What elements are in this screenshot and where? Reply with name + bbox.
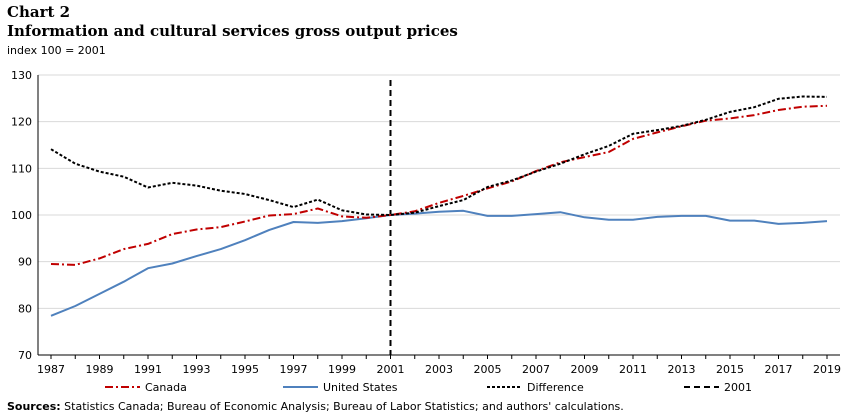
series-line-difference	[50, 95, 828, 216]
x-tick-label-2009: 2009	[571, 363, 599, 376]
series-line-canada	[50, 104, 828, 266]
chart-subtitle: index 100 = 2001	[7, 44, 106, 57]
y-tick-label-120: 120	[11, 116, 32, 129]
sources-text: Statistics Canada; Bureau of Economic An…	[60, 400, 624, 413]
legend: Canada United States Difference 2001	[105, 381, 752, 394]
sources-note: Sources: Statistics Canada; Bureau of Ec…	[7, 400, 624, 413]
x-tick-label-2011: 2011	[619, 363, 647, 376]
x-tick-label-2015: 2015	[716, 363, 744, 376]
legend-label-difference: Difference	[527, 381, 584, 394]
y-axis-ticks: 70 80 90 100 110 120 130	[11, 69, 32, 362]
x-tick-label-2007: 2007	[522, 363, 550, 376]
series-lines	[50, 80, 828, 355]
x-tick-label-2003: 2003	[425, 363, 453, 376]
x-tick-label-2017: 2017	[765, 363, 793, 376]
y-tick-label-130: 130	[11, 69, 32, 82]
y-tick-label-100: 100	[11, 209, 32, 222]
y-tick-label-70: 70	[18, 349, 32, 362]
x-tick-label-1999: 1999	[328, 363, 356, 376]
legend-label-united-states: United States	[323, 381, 398, 394]
x-tick-label-1993: 1993	[183, 363, 211, 376]
x-tick-label-1991: 1991	[134, 363, 162, 376]
sources-label: Sources:	[7, 400, 61, 413]
chart-number: Chart 2	[7, 3, 71, 21]
x-tick-label-1987: 1987	[37, 363, 65, 376]
legend-label-2001: 2001	[724, 381, 752, 394]
y-tick-label-80: 80	[18, 302, 32, 315]
y-tick-label-110: 110	[11, 162, 32, 175]
x-tick-label-1995: 1995	[231, 363, 259, 376]
x-tick-label-2005: 2005	[474, 363, 502, 376]
series-line-united-states	[50, 209, 828, 317]
legend-label-canada: Canada	[145, 381, 187, 394]
x-axis-ticks: 1987 1989 1991 1993 1995 1997 1999 2001 2003 2005…	[37, 355, 841, 376]
gridlines	[37, 74, 840, 356]
y-tick-label-90: 90	[18, 256, 32, 269]
x-tick-label-2001: 2001	[377, 363, 405, 376]
x-tick-label-1997: 1997	[280, 363, 308, 376]
x-tick-label-1989: 1989	[86, 363, 114, 376]
x-tick-label-2019: 2019	[813, 363, 841, 376]
x-tick-label-2013: 2013	[668, 363, 696, 376]
chart-title: Information and cultural services gross …	[7, 22, 458, 40]
